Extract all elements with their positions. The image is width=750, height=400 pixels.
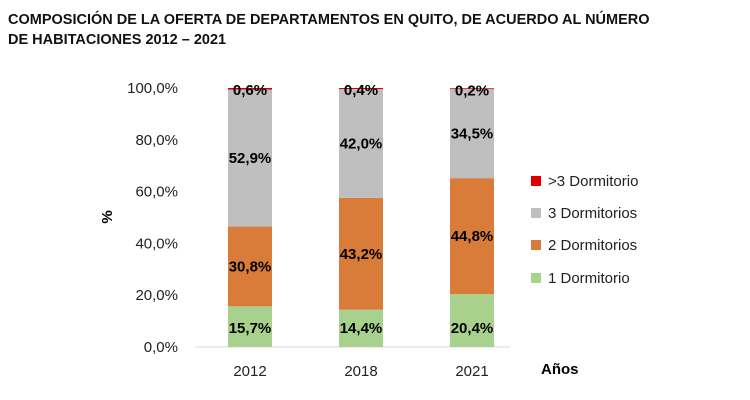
bar-segment xyxy=(339,197,383,310)
legend-label: 3 Dormitorios xyxy=(548,205,637,222)
x-tick-label: 2018 xyxy=(344,363,377,380)
data-label: 43,2% xyxy=(340,246,383,263)
data-label: 44,8% xyxy=(451,228,494,245)
bars-group: 15,7% 30,8% 52,9% 0,6% 14,4% 43,2% 42,0% 0,4% 20… xyxy=(228,82,494,347)
bar-segment xyxy=(228,89,272,227)
bar-segment xyxy=(339,309,383,347)
bar-segment xyxy=(450,88,494,179)
data-label: 20,4% xyxy=(451,320,494,337)
y-axis-title: % xyxy=(99,210,116,223)
legend-swatch xyxy=(531,176,541,186)
chart-title-line-1: COMPOSICIÓN DE LA OFERTA DE DEPARTAMENTO… xyxy=(8,12,650,28)
bar-segment xyxy=(450,88,494,90)
legend-swatch xyxy=(531,273,541,283)
data-label: 15,7% xyxy=(229,320,272,337)
x-tick-label: 2012 xyxy=(233,363,266,380)
x-tick-label: 2021 xyxy=(455,363,488,380)
data-label: 0,4% xyxy=(344,82,378,99)
legend-swatch xyxy=(531,240,541,250)
bar-segment xyxy=(228,88,272,90)
y-tick-label: 100,0% xyxy=(127,80,178,97)
chart-title-line-2: DE HABITACIONES 2012 – 2021 xyxy=(8,32,227,48)
data-label: 42,0% xyxy=(340,135,383,152)
y-axis-ticks: 0,0% 20,0% 40,0% 60,0% 80,0% 100,0% xyxy=(127,80,178,356)
legend-label: >3 Dormitorio xyxy=(548,173,638,190)
legend-swatch xyxy=(531,208,541,218)
y-tick-label: 60,0% xyxy=(135,184,178,201)
bar-segment xyxy=(339,88,383,90)
bar-segment xyxy=(450,178,494,295)
data-label: 14,4% xyxy=(340,320,383,337)
bar-segment xyxy=(450,294,494,347)
legend-label: 1 Dormitorio xyxy=(548,270,630,287)
y-tick-label: 20,0% xyxy=(135,287,178,304)
data-label: 0,2% xyxy=(455,82,489,99)
bar-segment xyxy=(228,226,272,307)
y-tick-label: 80,0% xyxy=(135,132,178,149)
legend: >3 Dormitorio 3 Dormitorios 2 Dormitorios 1… xyxy=(531,173,638,287)
data-label: 34,5% xyxy=(451,125,494,142)
y-tick-label: 40,0% xyxy=(135,235,178,252)
bar-segment xyxy=(339,89,383,198)
y-tick-label: 0,0% xyxy=(144,339,178,356)
bar-segment xyxy=(228,306,272,347)
legend-label: 2 Dormitorios xyxy=(548,237,637,254)
chart-title: COMPOSICIÓN DE LA OFERTA DE DEPARTAMENTO… xyxy=(8,10,743,50)
x-axis-categories: 2012 2018 2021 xyxy=(233,363,488,380)
data-label: 52,9% xyxy=(229,150,272,167)
data-label: 30,8% xyxy=(229,258,272,275)
data-label: 0,6% xyxy=(233,82,267,99)
x-axis-title: Años xyxy=(541,361,579,378)
